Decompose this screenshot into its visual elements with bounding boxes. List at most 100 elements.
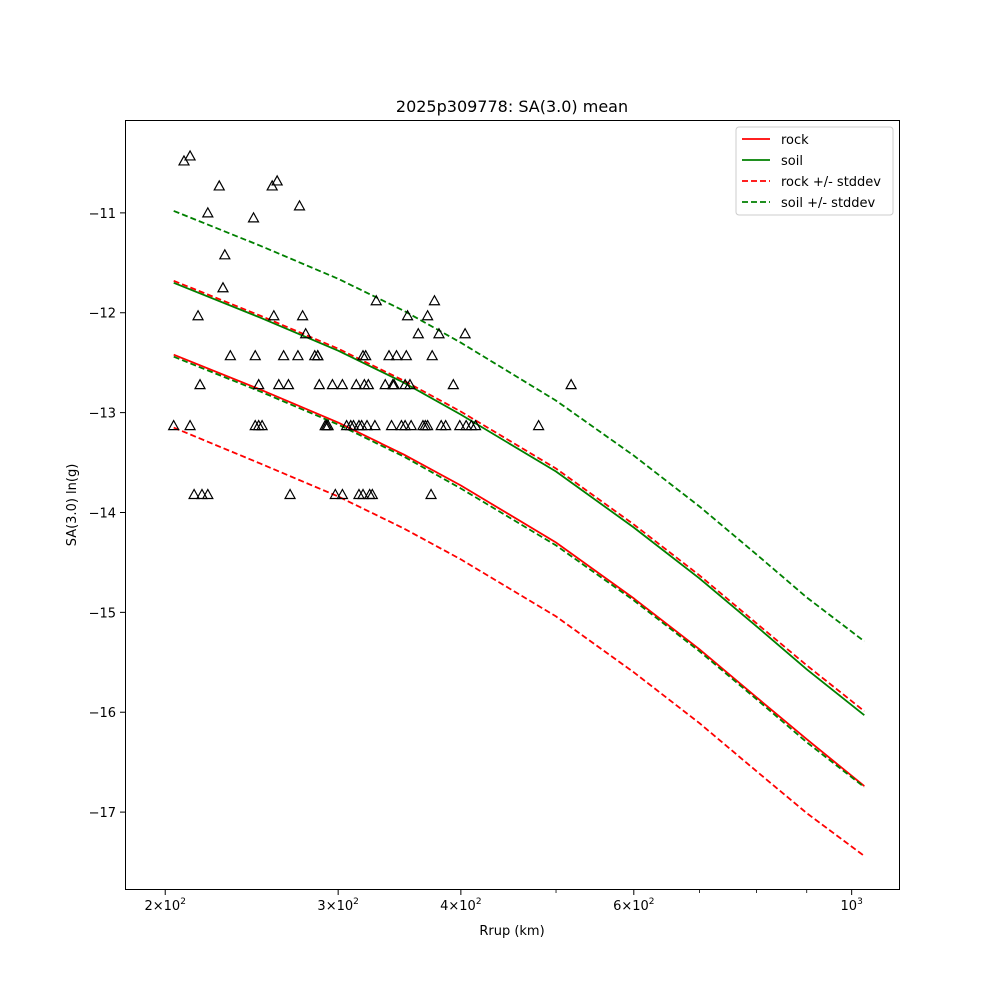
observation-point [252, 378, 265, 390]
observation-point [359, 349, 372, 361]
observation-point [299, 327, 312, 339]
observation-point [277, 349, 290, 361]
observation-point [459, 327, 472, 339]
observation-point [216, 281, 229, 293]
legend-label: soil +/- stddev [781, 196, 876, 211]
observation-point [432, 327, 446, 339]
observation-point [201, 488, 214, 500]
observation-point [336, 488, 349, 500]
observation-point [388, 378, 401, 390]
observation-point [272, 378, 285, 390]
x-tick-label: 103 [841, 897, 863, 914]
chart-title: 2025p309778: SA(3.0) mean [396, 97, 628, 116]
observation-point [412, 327, 425, 339]
legend-label: rock +/- stddev [781, 175, 881, 190]
observation-point [296, 309, 309, 321]
observation-point [362, 378, 375, 390]
observation-point [284, 488, 297, 500]
y-tick-label: −11 [89, 207, 116, 222]
observation-point [329, 488, 342, 500]
observation-point [400, 349, 413, 361]
observation-point [421, 419, 434, 431]
legend-label: soil [781, 154, 803, 169]
x-axis-label: Rrup (km) [479, 924, 544, 939]
observation-point [267, 309, 280, 321]
observation-point [366, 488, 379, 500]
observation-point [184, 149, 197, 161]
observation-point [425, 488, 438, 500]
observation-point [426, 349, 439, 361]
observation-point [379, 378, 392, 390]
y-tick-label: −17 [89, 806, 116, 821]
observation-point [532, 419, 545, 431]
observation-point [403, 378, 416, 390]
observation-point [256, 419, 269, 431]
observation-point [390, 349, 403, 361]
observation-point [383, 349, 396, 361]
series-line-4 [173, 210, 865, 643]
observation-point [405, 419, 418, 431]
y-tick-label: −15 [89, 606, 116, 621]
observation-point [291, 349, 304, 361]
observation-point [167, 419, 180, 431]
observation-point [421, 309, 434, 321]
observation-point [322, 419, 335, 431]
observation-point [352, 488, 365, 500]
observation-point [193, 378, 207, 390]
observation-point [293, 199, 306, 211]
observation-point [201, 206, 214, 218]
series-line-3 [173, 426, 865, 857]
observation-point [360, 419, 374, 431]
axes-frame [125, 120, 900, 890]
x-tick-label: 3×102 [317, 897, 358, 914]
observation-point [313, 378, 326, 390]
observation-point [249, 349, 262, 361]
observation-point [249, 419, 262, 431]
y-axis-label: SA(3.0) ln(g) [65, 464, 80, 547]
x-axis: 2×102 3×102 4×102 6×102 103 [144, 890, 863, 914]
series-line-1 [173, 281, 865, 716]
observation-point [282, 378, 295, 390]
observation-point [460, 419, 473, 431]
observation-point [188, 488, 201, 500]
series-line-2 [173, 279, 865, 712]
y-tick-label: −14 [89, 506, 116, 521]
observation-point [401, 309, 414, 321]
observation-point [469, 419, 482, 431]
x-tick-label: 6×102 [613, 897, 654, 914]
observation-point [439, 419, 452, 431]
observation-point [368, 419, 381, 431]
x-tick-label: 2×102 [144, 897, 185, 914]
observation-point [336, 378, 349, 390]
observation-point [224, 349, 237, 361]
observation-point [184, 419, 197, 431]
y-tick-label: −12 [89, 307, 116, 322]
legend-box [735, 126, 894, 216]
x-tick-label: 4×102 [440, 897, 481, 914]
observation-point [192, 309, 205, 321]
observation-point [218, 248, 231, 260]
series-line-5 [173, 355, 865, 788]
observation-point [271, 174, 284, 186]
legend: rock soil rock +/- stddev soil +/- stddev [735, 126, 894, 216]
observation-point [350, 378, 363, 390]
observation-point [453, 419, 466, 431]
observation-point [311, 349, 324, 361]
legend-label: rock [781, 133, 809, 148]
series-line-0 [173, 353, 865, 787]
plot-area [167, 149, 865, 857]
observation-point [326, 378, 339, 390]
observation-point [428, 294, 441, 306]
observation-point [399, 419, 412, 431]
y-axis: −11 −12 −13 −14 −15 −16 −17 [89, 207, 125, 821]
observation-point [447, 378, 460, 390]
observation-point [195, 488, 208, 500]
observation-point [370, 294, 383, 306]
observation-point [565, 378, 578, 390]
observation-point [213, 179, 226, 191]
observation-point [385, 419, 398, 431]
observation-point [247, 211, 260, 223]
y-tick-label: −13 [89, 407, 116, 422]
y-tick-label: −16 [89, 706, 116, 721]
